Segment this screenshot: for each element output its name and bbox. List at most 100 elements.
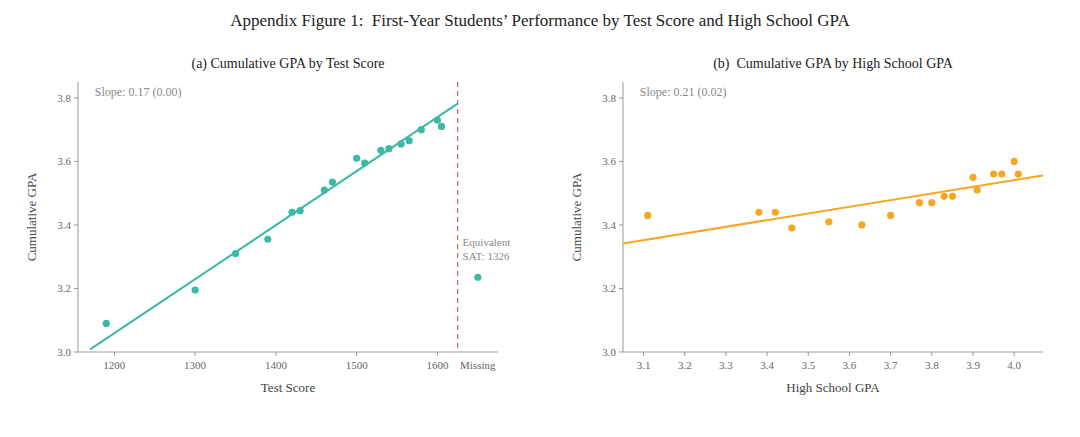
y-tick <box>74 161 78 162</box>
y-tick-label: 3.8 <box>602 92 616 104</box>
y-tick <box>619 288 623 289</box>
scatter-point <box>438 123 445 130</box>
y-tick-label: 3.8 <box>57 92 71 104</box>
x-tick-label: 1600 <box>426 359 449 371</box>
y-tick-label: 3.0 <box>602 346 616 358</box>
y-tick-label: 3.0 <box>57 346 71 358</box>
y-axis-label: Cumulative GPA <box>569 172 584 261</box>
x-tick-label: 3.9 <box>966 359 980 371</box>
x-tick-label: 4.0 <box>1007 359 1021 371</box>
scatter-point <box>998 171 1005 178</box>
scatter-point <box>361 159 368 166</box>
scatter-point <box>928 199 935 206</box>
y-tick <box>74 288 78 289</box>
scatter-point <box>406 137 413 144</box>
chart: Appendix Figure 1: First-Year Students’ … <box>0 0 1080 437</box>
y-tick-label: 3.4 <box>602 219 616 231</box>
scatter-point <box>321 186 328 193</box>
scatter-point <box>329 178 336 185</box>
x-axis-label: High School GPA <box>786 380 880 395</box>
y-tick <box>619 97 623 98</box>
scatter-point <box>385 145 392 152</box>
panel-title: (b) Cumulative GPA by High School GPA <box>713 56 954 72</box>
fit-line <box>623 175 1043 243</box>
panel: (b) Cumulative GPA by High School GPA 3.1… <box>569 56 1043 395</box>
scatter-point <box>788 225 795 232</box>
x-tick <box>195 352 196 356</box>
x-tick-label: 3.7 <box>884 359 898 371</box>
reference-line-label: Equivalent <box>463 236 511 248</box>
scatter-point <box>969 174 976 181</box>
x-tick <box>725 352 726 356</box>
scatter-point <box>288 209 295 216</box>
y-axis-line <box>78 82 79 352</box>
y-tick <box>74 97 78 98</box>
scatter-point <box>377 147 384 154</box>
scatter-point <box>755 209 762 216</box>
y-tick <box>74 224 78 225</box>
x-tick-label: 3.5 <box>801 359 815 371</box>
y-tick <box>619 224 623 225</box>
y-tick-label: 3.6 <box>57 155 71 167</box>
panel: (a) Cumulative GPA by Test Score 1200 1300… <box>24 56 510 395</box>
x-tick <box>973 352 974 356</box>
scatter-point <box>825 218 832 225</box>
x-tick <box>684 352 685 356</box>
scatter-point <box>644 212 651 219</box>
x-tick <box>808 352 809 356</box>
x-tick <box>643 352 644 356</box>
scatter-point <box>418 126 425 133</box>
x-tick-label: 3.3 <box>719 359 733 371</box>
y-tick-label: 3.2 <box>602 282 616 294</box>
scatter-point <box>353 155 360 162</box>
x-axis-line <box>78 352 498 353</box>
scatter-point <box>1011 158 1018 165</box>
y-tick-label: 3.6 <box>602 155 616 167</box>
slope-annotation: Slope: 0.17 (0.00) <box>95 85 182 99</box>
x-tick-label: 1200 <box>103 359 126 371</box>
x-tick <box>931 352 932 356</box>
x-tick-label: 1400 <box>265 359 288 371</box>
y-tick-label: 3.4 <box>57 219 71 231</box>
axis-annotation: Missing <box>460 359 496 371</box>
x-tick-label: 1500 <box>346 359 369 371</box>
scatter-point <box>397 140 404 147</box>
y-tick-label: 3.2 <box>57 282 71 294</box>
fit-line <box>90 104 458 350</box>
scatter-point <box>232 250 239 257</box>
scatter-point <box>103 320 110 327</box>
reference-line-label: SAT: 1326 <box>463 250 510 262</box>
y-tick <box>619 161 623 162</box>
scatter-point <box>474 274 481 281</box>
x-tick <box>1014 352 1015 356</box>
reference-line <box>457 82 458 352</box>
plot-area <box>623 158 1043 244</box>
x-axis-line <box>623 352 1043 353</box>
x-tick <box>114 352 115 356</box>
y-tick <box>74 352 78 353</box>
x-tick-label: 3.4 <box>760 359 774 371</box>
scatter-point <box>192 286 199 293</box>
scatter-point <box>949 193 956 200</box>
x-axis-label: Test Score <box>261 380 316 395</box>
y-axis-line <box>623 82 624 352</box>
x-tick <box>767 352 768 356</box>
x-tick <box>437 352 438 356</box>
x-tick <box>356 352 357 356</box>
panel-title: (a) Cumulative GPA by Test Score <box>191 56 384 72</box>
scatter-point <box>887 212 894 219</box>
scatter-point <box>941 193 948 200</box>
scatter-point <box>990 171 997 178</box>
x-tick <box>275 352 276 356</box>
plot-area <box>90 82 481 352</box>
x-tick-label: 3.2 <box>678 359 692 371</box>
scatter-point <box>858 221 865 228</box>
scatter-point <box>772 209 779 216</box>
slope-annotation: Slope: 0.21 (0.02) <box>640 85 727 99</box>
x-tick-label: 3.1 <box>637 359 651 371</box>
scatter-point <box>974 186 981 193</box>
x-tick-label: 3.6 <box>843 359 857 371</box>
figure-title: Appendix Figure 1: First-Year Students’ … <box>230 11 850 30</box>
x-tick <box>890 352 891 356</box>
x-tick-label: 1300 <box>184 359 207 371</box>
